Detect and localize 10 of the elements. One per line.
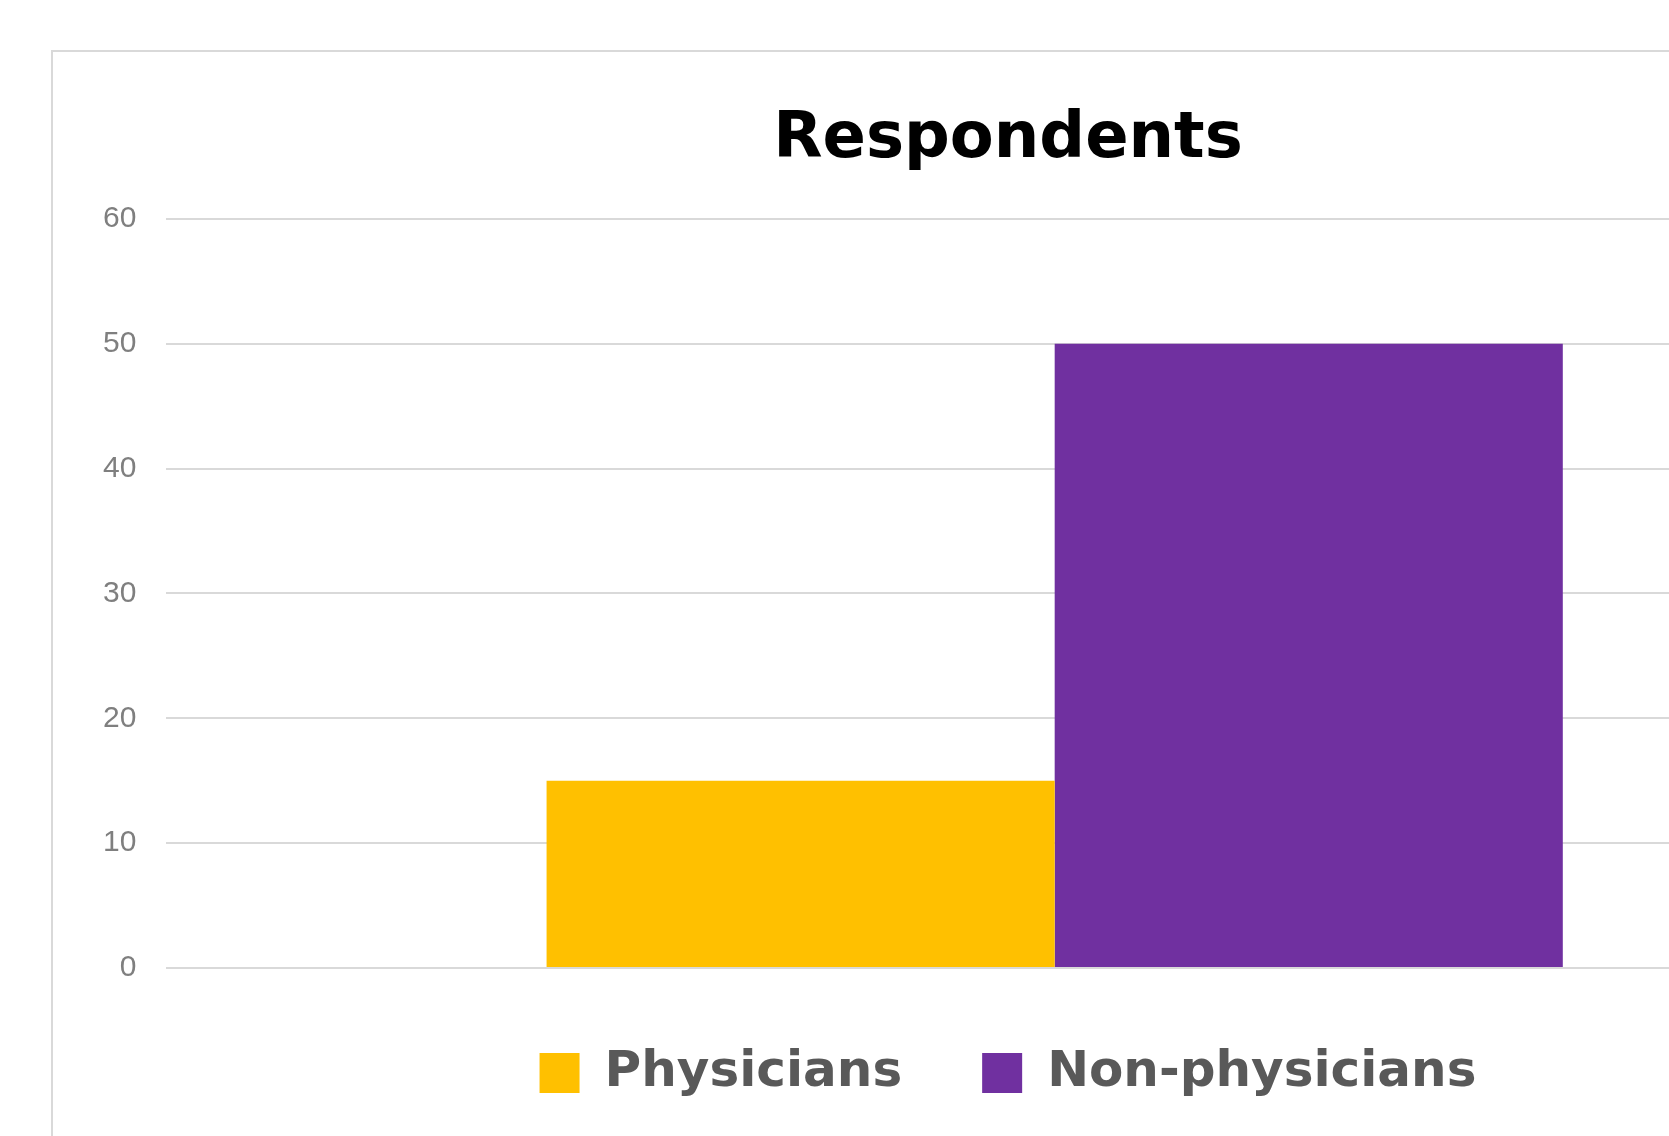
chart-title: Respondents (773, 98, 1243, 173)
y-tick-label: 0 (119, 949, 137, 983)
y-tick-label: 50 (102, 324, 137, 358)
legend-label: Physicians (604, 1039, 903, 1098)
y-tick-label: 10 (102, 824, 137, 858)
y-tick-label: 20 (102, 699, 137, 733)
y-tick-label: 60 (102, 200, 137, 234)
legend-label: Non-physicians (1047, 1039, 1477, 1098)
y-tick-label: 30 (102, 574, 137, 608)
y-tick-label: 40 (102, 449, 137, 483)
